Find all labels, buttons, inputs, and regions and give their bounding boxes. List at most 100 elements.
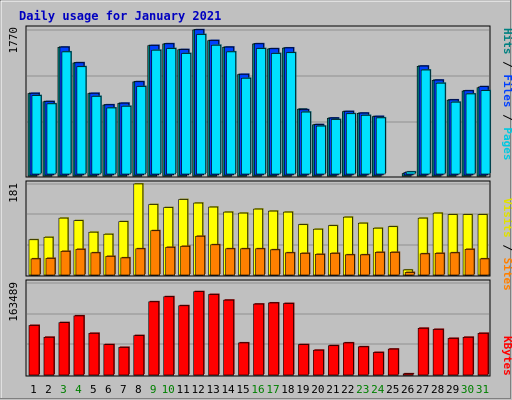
bar-kbytes-day-16 <box>253 303 265 376</box>
bar-pages-day-17 <box>271 52 282 175</box>
bar-sites-day-31 <box>479 257 491 276</box>
bar-sites-day-26 <box>404 271 416 276</box>
bar-pages-day-13 <box>211 44 222 175</box>
bar-kbytes-day-29 <box>447 337 460 376</box>
bar-kbytes-day-9 <box>148 300 160 376</box>
x-tick-label-day-5: 5 <box>90 383 97 396</box>
bar-kbytes-day-1 <box>28 324 40 376</box>
bar-kbytes-day-12 <box>193 290 205 376</box>
bar-kbytes-day-18 <box>283 302 295 376</box>
bar-pages-day-14 <box>226 50 237 175</box>
bar-sites-day-28 <box>434 252 446 276</box>
x-tick-label-day-8: 8 <box>135 383 142 396</box>
bar-pages-day-12 <box>196 33 207 175</box>
bar-pages-day-6 <box>106 107 117 175</box>
bar-sites-day-18 <box>285 251 296 276</box>
bar-pages-day-31 <box>480 89 492 175</box>
bar-kbytes-day-26 <box>402 372 415 376</box>
bar-sites-day-24 <box>374 251 386 276</box>
bar-sites-day-7 <box>120 256 131 276</box>
x-tick-label-day-28: 28 <box>431 383 444 396</box>
bar-sites-day-25 <box>389 251 401 276</box>
bar-kbytes-day-19 <box>298 343 310 376</box>
x-tick-label-day-21: 21 <box>326 383 339 396</box>
bar-sites-day-23 <box>359 253 371 276</box>
x-tick-label-day-12: 12 <box>192 383 205 396</box>
bar-pages-day-1 <box>31 94 42 175</box>
x-tick-label-day-16: 16 <box>251 383 264 396</box>
bar-pages-day-26 <box>405 170 417 175</box>
x-tick-label-day-30: 30 <box>461 383 474 396</box>
bar-pages-day-3 <box>61 50 72 175</box>
legend-kbytes: KBytes <box>501 336 512 376</box>
x-tick-label-day-15: 15 <box>236 383 249 396</box>
chart-title: Daily usage for January 2021 <box>19 9 221 23</box>
x-tick-label-day-7: 7 <box>120 383 127 396</box>
bar-pages-day-10 <box>166 47 177 175</box>
bar-pages-day-24 <box>375 116 387 175</box>
x-tick-label-day-19: 19 <box>296 383 309 396</box>
bar-kbytes-day-22 <box>343 341 355 376</box>
bars <box>27 28 492 376</box>
bar-kbytes-day-28 <box>432 328 445 376</box>
x-tick-label-day-26: 26 <box>401 383 414 396</box>
bar-kbytes-day-21 <box>328 344 340 376</box>
bar-kbytes-day-5 <box>88 332 100 376</box>
legend-sep-3: / <box>501 238 512 258</box>
x-tick-label-day-4: 4 <box>75 383 82 396</box>
legend-hits-files-pages: Hits / Files / Pages <box>501 28 512 161</box>
x-tick-label-day-14: 14 <box>221 383 235 396</box>
bar-sites-day-3 <box>60 250 71 276</box>
bar-sites-day-2 <box>45 257 56 276</box>
x-tick-label-day-13: 13 <box>206 383 219 396</box>
bar-kbytes-day-25 <box>387 348 400 376</box>
x-axis-day-labels: 1 2 3 4 5 6 7 8 9 10 11 12 13 14 15 16 17 18 19 20 21 22 23 24 2… <box>30 383 489 396</box>
bar-kbytes-day-6 <box>103 343 115 376</box>
bar-pages-day-19 <box>301 111 312 175</box>
bar-kbytes-day-11 <box>178 304 190 376</box>
x-tick-label-day-31: 31 <box>476 383 489 396</box>
bar-kbytes-day-24 <box>372 351 385 376</box>
bar-pages-day-9 <box>151 49 162 175</box>
y-max-label-visits: 181 <box>7 183 20 203</box>
legend-visits: Visits <box>501 198 512 238</box>
bar-kbytes-day-15 <box>238 341 250 376</box>
bar-kbytes-day-10 <box>163 295 175 376</box>
bar-pages-day-20 <box>316 125 327 175</box>
bar-sites-day-8 <box>135 247 146 276</box>
x-tick-label-day-3: 3 <box>60 383 67 396</box>
bar-kbytes-day-27 <box>417 327 430 376</box>
bar-pages-day-23 <box>360 114 372 175</box>
bar-kbytes-day-30 <box>462 336 475 376</box>
x-tick-label-day-17: 17 <box>266 383 279 396</box>
y-max-label-hits: 1770 <box>7 27 20 54</box>
bar-sites-day-22 <box>345 253 356 276</box>
bar-sites-day-19 <box>300 252 311 276</box>
bar-kbytes-day-8 <box>133 334 145 376</box>
x-tick-label-day-29: 29 <box>446 383 459 396</box>
bar-sites-day-27 <box>419 252 431 276</box>
bar-pages-day-15 <box>241 77 252 175</box>
bar-sites-day-12 <box>195 235 206 276</box>
bar-sites-day-30 <box>464 248 476 276</box>
x-tick-label-day-24: 24 <box>371 383 385 396</box>
bar-sites-day-11 <box>180 245 191 276</box>
bar-sites-day-13 <box>210 243 221 276</box>
bar-sites-day-9 <box>150 229 161 276</box>
bar-kbytes-day-20 <box>313 349 325 376</box>
bar-pages-day-7 <box>121 105 132 175</box>
bar-pages-day-4 <box>76 65 87 175</box>
bar-sites-day-4 <box>75 248 86 276</box>
bar-kbytes-day-14 <box>223 299 235 376</box>
legend-visits-sites: Visits / Sites <box>501 198 512 291</box>
bar-pages-day-30 <box>465 92 477 175</box>
bar-sites-day-16 <box>255 247 266 276</box>
bar-pages-day-29 <box>450 101 462 175</box>
bar-kbytes-day-13 <box>208 293 220 376</box>
legend-sep-2: / <box>501 108 512 128</box>
legend-files: Files <box>501 74 512 107</box>
legend-hits: Hits <box>501 28 512 55</box>
x-tick-label-day-23: 23 <box>356 383 369 396</box>
bar-sites-day-20 <box>315 253 326 276</box>
